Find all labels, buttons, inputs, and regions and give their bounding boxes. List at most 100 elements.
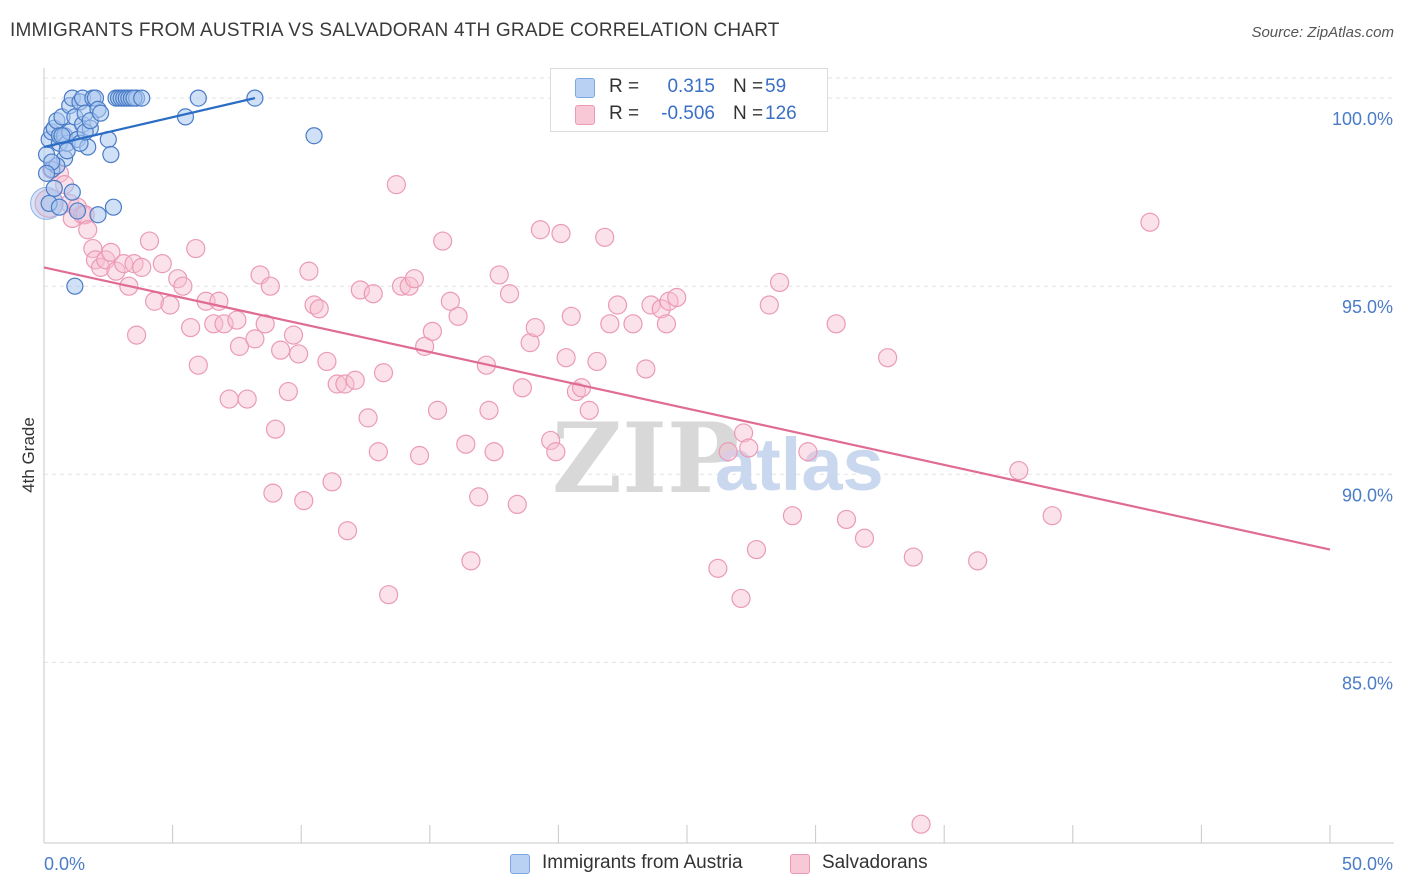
austria-point	[66, 277, 84, 295]
austria-point	[45, 179, 63, 197]
salvadorans-point	[229, 336, 250, 356]
stats-legend: R = 0.315 N = 59 R = -0.506 N = 126	[550, 68, 828, 132]
austria-point	[89, 206, 107, 224]
salvadorans-point	[520, 333, 540, 353]
salvadorans-point	[263, 483, 283, 503]
salvadorans-point	[854, 528, 875, 548]
salvadorans-point	[1140, 212, 1160, 232]
salvadorans-point	[260, 276, 280, 296]
source-label: Source: ZipAtlas.com	[1251, 24, 1394, 41]
salvadorans-point	[363, 284, 383, 304]
salvadorans-point	[214, 314, 234, 334]
legend-r-value: 0.315	[667, 76, 715, 97]
salvadorans-point	[759, 295, 779, 315]
watermark-atlas: atlas	[715, 423, 884, 506]
legend-row-salvadorans: R = -0.506 N = 126	[551, 101, 827, 127]
legend-swatch-pink	[790, 854, 810, 874]
y-tick-label: 100.0%	[1332, 109, 1393, 129]
y-tick-label: 90.0%	[1342, 485, 1393, 505]
austria-point	[133, 89, 151, 107]
salvadorans-point	[448, 306, 468, 326]
salvadorans-point	[667, 287, 687, 308]
legend-n-label: N =	[733, 103, 764, 124]
salvadorans-point	[358, 408, 378, 428]
austria-point	[176, 108, 195, 126]
salvadorans-point	[507, 494, 527, 515]
salvadorans-point	[294, 491, 314, 511]
legend-row-austria: R = 0.315 N = 59	[551, 74, 827, 100]
salvadorans-trend-line	[43, 266, 1331, 551]
salvadorans-point	[227, 310, 247, 330]
austria-point	[58, 142, 76, 160]
salvadorans-point	[101, 242, 121, 262]
salvadorans-point	[489, 265, 509, 285]
legend-n-value: 126	[765, 103, 797, 124]
salvadorans-point	[322, 472, 342, 492]
chart-title: IMMIGRANTS FROM AUSTRIA VS SALVADORAN 4T…	[10, 20, 780, 41]
trend-lines	[43, 97, 1331, 551]
y-tick-label: 85.0%	[1342, 673, 1393, 693]
x-tick-label: 0.0%	[44, 854, 85, 874]
salvadorans-point	[309, 299, 329, 319]
salvadorans-point	[551, 223, 571, 244]
salvadorans-point	[903, 547, 923, 567]
salvadorans-point	[708, 558, 728, 578]
salvadorans-point	[656, 314, 677, 334]
salvadorans-point	[83, 238, 103, 259]
salvadorans-point	[327, 374, 347, 394]
salvadorans-point	[739, 438, 759, 458]
salvadorans-point	[479, 400, 499, 420]
salvadorans-point	[368, 442, 388, 462]
salvadorans-point	[237, 389, 257, 409]
salvadorans-point	[746, 539, 767, 560]
salvadorans-point	[579, 400, 599, 420]
legend-swatch-blue	[575, 78, 595, 98]
salvadorans-point	[422, 321, 442, 341]
salvadorans-point	[484, 442, 504, 462]
austria-point	[37, 164, 56, 182]
austria-point	[91, 104, 110, 122]
salvadorans-point	[433, 231, 453, 251]
legend-r-label: R =	[609, 103, 640, 124]
salvadorans-point	[106, 261, 126, 281]
salvadorans-point	[188, 355, 208, 375]
salvadorans-point	[386, 175, 406, 195]
austria-point	[63, 183, 81, 201]
austria-point	[50, 198, 69, 216]
salvadorans-point	[541, 430, 561, 451]
salvadorans-point	[595, 227, 615, 247]
austria-point	[68, 202, 87, 220]
austria-point	[104, 198, 123, 216]
salvadorans-point	[204, 314, 224, 334]
legend-swatch-pink	[575, 105, 595, 125]
salvadorans-point	[139, 231, 160, 251]
legend-label-austria: Immigrants from Austria	[542, 852, 743, 873]
salvadorans-point	[461, 551, 481, 571]
salvadorans-point	[1009, 460, 1029, 481]
salvadorans-point	[607, 295, 628, 315]
salvadorans-point	[317, 351, 337, 372]
salvadorans-point	[173, 276, 193, 296]
salvadorans-point	[245, 329, 265, 349]
salvadorans-point	[78, 220, 98, 240]
salvadorans-point	[304, 295, 324, 315]
salvadorans-point	[623, 314, 643, 334]
austria-point	[102, 145, 120, 164]
salvadorans-point	[731, 588, 751, 609]
y-tick-label: 95.0%	[1342, 297, 1393, 317]
watermark-zip: ZIP	[552, 402, 739, 515]
salvadorans-point	[409, 445, 430, 466]
salvadorans-point	[561, 306, 581, 326]
salvadorans-point	[289, 344, 309, 364]
salvadorans-point	[152, 254, 172, 274]
salvadorans-point	[798, 442, 818, 462]
salvadorans-point	[718, 442, 738, 462]
y-axis-title: 4th Grade	[19, 417, 38, 493]
salvadorans-point	[186, 238, 206, 259]
salvadorans-point	[1042, 506, 1062, 526]
salvadorans-point	[181, 317, 201, 338]
salvadorans-point	[126, 325, 147, 345]
salvadorans-point	[404, 269, 424, 289]
salvadorans-point	[132, 257, 152, 277]
